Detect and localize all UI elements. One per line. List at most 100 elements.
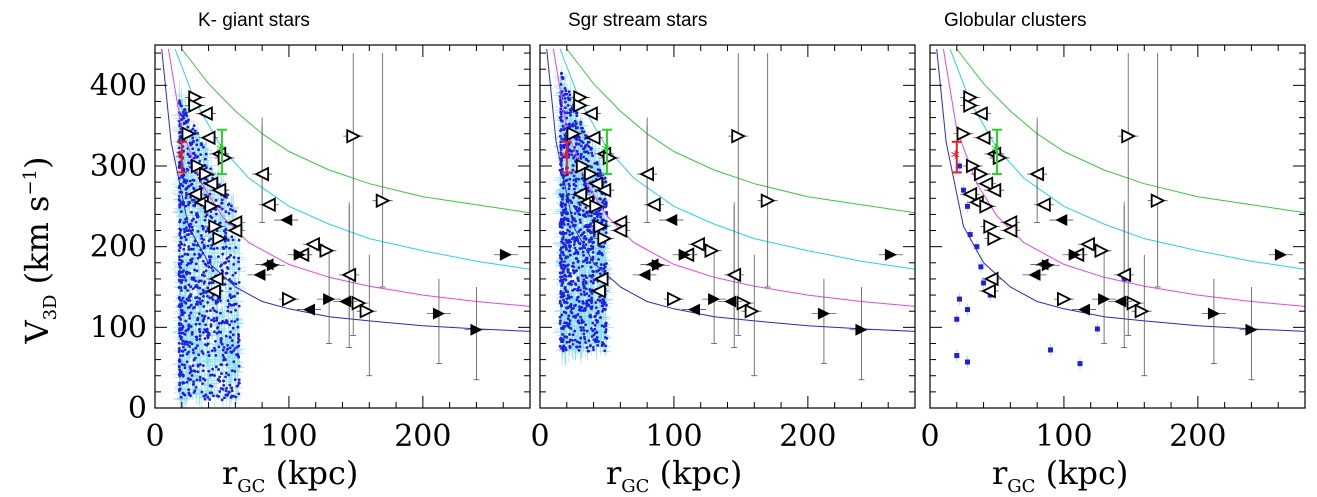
star-point bbox=[178, 227, 182, 231]
star-point bbox=[237, 364, 241, 368]
star-point bbox=[220, 363, 224, 367]
star-point bbox=[210, 391, 214, 395]
star-point bbox=[220, 342, 224, 346]
star-point bbox=[226, 299, 230, 303]
star-point bbox=[181, 373, 184, 376]
star-point bbox=[200, 273, 204, 277]
star-point bbox=[179, 327, 183, 330]
star-point bbox=[180, 281, 183, 285]
star-point bbox=[177, 194, 181, 198]
star-point bbox=[230, 389, 234, 393]
star-point bbox=[561, 186, 565, 190]
star-point bbox=[228, 383, 232, 387]
star-point bbox=[178, 155, 182, 159]
star-point bbox=[212, 317, 216, 320]
star-point bbox=[225, 393, 229, 397]
star-point bbox=[196, 370, 200, 374]
star-point bbox=[231, 344, 234, 347]
star-point bbox=[194, 386, 198, 389]
star-point bbox=[198, 327, 201, 331]
star-point bbox=[178, 124, 182, 128]
open-triangle-marker bbox=[351, 295, 367, 311]
star-point bbox=[584, 243, 588, 246]
star-point bbox=[178, 278, 181, 282]
star-point bbox=[188, 340, 192, 344]
star-point bbox=[200, 314, 204, 318]
star-point bbox=[199, 153, 203, 157]
star-point bbox=[207, 265, 211, 269]
star-point bbox=[182, 169, 186, 173]
star-point bbox=[192, 198, 196, 202]
star-point bbox=[199, 279, 203, 283]
star-point bbox=[195, 143, 199, 147]
star-point bbox=[184, 319, 188, 323]
star-point bbox=[184, 217, 187, 221]
star-point bbox=[214, 212, 218, 216]
star-point bbox=[201, 382, 205, 386]
star-point bbox=[222, 379, 225, 383]
star-point bbox=[218, 390, 222, 393]
star-point bbox=[227, 255, 231, 259]
star-point bbox=[187, 203, 190, 207]
star-point bbox=[217, 255, 220, 258]
star-point bbox=[202, 225, 205, 229]
star-point bbox=[220, 398, 224, 402]
star-point bbox=[186, 252, 189, 256]
star-point bbox=[186, 168, 190, 172]
filled-triangle-marker bbox=[339, 295, 352, 308]
star-point bbox=[203, 397, 207, 401]
star-point bbox=[585, 261, 589, 264]
star-point bbox=[230, 386, 233, 390]
star-point bbox=[229, 296, 233, 300]
star-point bbox=[213, 309, 216, 313]
star-point bbox=[231, 273, 235, 277]
star-point bbox=[181, 339, 185, 343]
star-point bbox=[210, 216, 214, 220]
star-point bbox=[224, 334, 228, 338]
star-point bbox=[206, 395, 210, 399]
star-point bbox=[178, 205, 182, 209]
star-point bbox=[224, 351, 228, 354]
star-point bbox=[212, 346, 216, 350]
star-point bbox=[181, 184, 185, 188]
star-point bbox=[180, 104, 183, 108]
star-point bbox=[185, 263, 189, 267]
star-point bbox=[194, 220, 198, 224]
star-point bbox=[190, 198, 194, 202]
star-point bbox=[228, 246, 231, 250]
star-point bbox=[223, 239, 227, 243]
star-point bbox=[210, 318, 213, 322]
star-point bbox=[184, 194, 188, 197]
star-point bbox=[201, 364, 205, 368]
star-point bbox=[209, 246, 213, 250]
star-point bbox=[201, 145, 205, 149]
star-point bbox=[185, 380, 189, 384]
star-point bbox=[197, 280, 201, 283]
star-point bbox=[183, 230, 187, 234]
star-point bbox=[196, 155, 200, 159]
star-point bbox=[205, 178, 209, 182]
star-point bbox=[180, 278, 184, 282]
star-point bbox=[181, 354, 185, 357]
open-triangle-marker bbox=[282, 291, 297, 307]
star-point bbox=[210, 244, 214, 247]
star-point bbox=[180, 259, 184, 263]
star-point bbox=[187, 327, 190, 331]
star-point bbox=[211, 306, 215, 310]
star-point bbox=[200, 241, 204, 244]
star-point bbox=[184, 301, 188, 305]
star-point bbox=[187, 388, 191, 392]
star-point bbox=[225, 386, 228, 390]
star-point bbox=[199, 234, 203, 237]
star-point bbox=[195, 269, 199, 273]
star-point bbox=[179, 236, 183, 240]
panel-1-title: K- giant stars bbox=[198, 10, 310, 31]
star-point bbox=[189, 311, 193, 315]
star-point bbox=[178, 334, 182, 338]
star-point bbox=[227, 302, 231, 306]
star-point bbox=[189, 285, 193, 289]
star-point bbox=[229, 336, 232, 340]
star-point bbox=[201, 227, 205, 231]
star-point bbox=[198, 185, 202, 188]
open-triangle-marker bbox=[254, 166, 270, 182]
